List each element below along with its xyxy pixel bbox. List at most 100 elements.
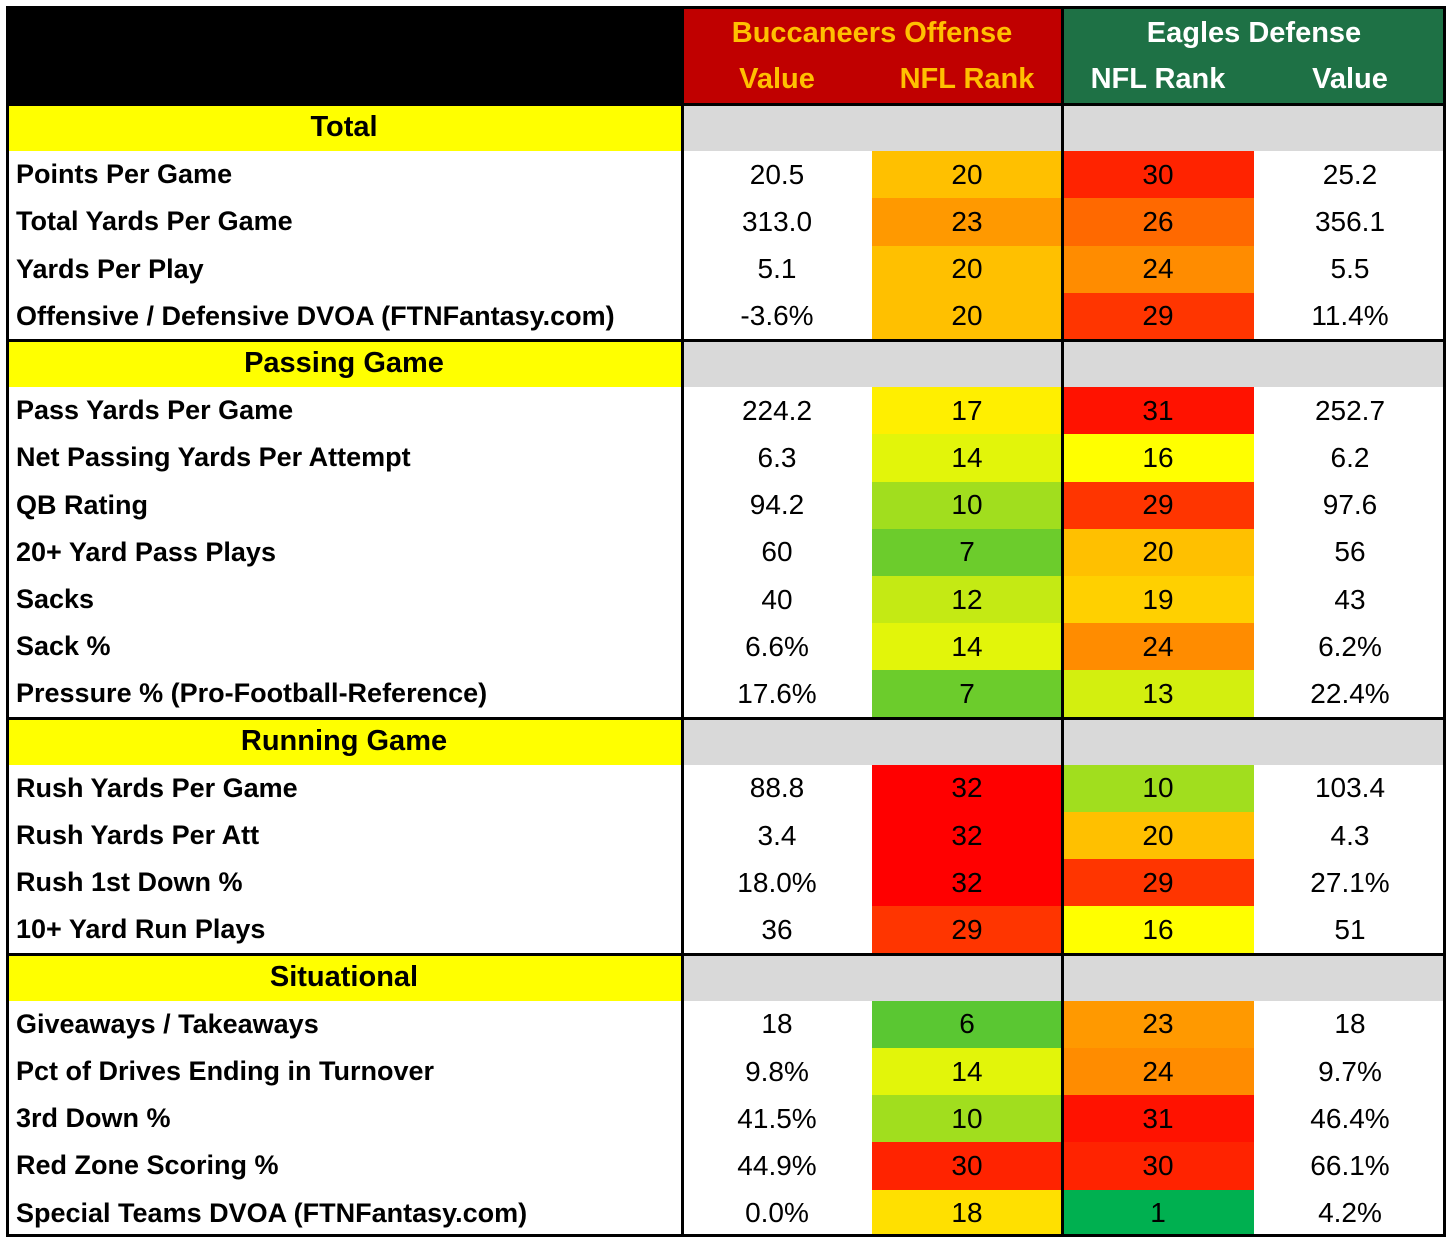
defense-team-header: Eagles Defense — [1062, 6, 1446, 55]
offense-value: 60 — [682, 528, 872, 576]
row-label: Rush Yards Per Game — [6, 764, 682, 812]
border-top — [6, 6, 1446, 9]
row-label: Net Passing Yards Per Attempt — [6, 434, 682, 482]
defense-value: 25.2 — [1254, 151, 1446, 199]
row-label: Sacks — [6, 576, 682, 624]
defense-value: 97.6 — [1254, 481, 1446, 529]
offense-value: -3.6% — [682, 292, 872, 340]
offense-value: 18.0% — [682, 859, 872, 907]
row-label: Sack % — [6, 623, 682, 671]
defense-value: 51 — [1254, 906, 1446, 954]
row-label: Pressure % (Pro-Football-Reference) — [6, 670, 682, 718]
offense-rank: 14 — [872, 623, 1062, 671]
defense-value: 356.1 — [1254, 198, 1446, 246]
section-fill — [682, 717, 1446, 765]
defense-value: 5.5 — [1254, 245, 1446, 293]
defense-rank: 29 — [1062, 859, 1254, 907]
divider-teams — [1061, 6, 1064, 1237]
defense-value: 252.7 — [1254, 387, 1446, 435]
offense-value: 17.6% — [682, 670, 872, 718]
offense-rank: 20 — [872, 292, 1062, 340]
row-label: 10+ Yard Run Plays — [6, 906, 682, 954]
defense-value: 4.3 — [1254, 812, 1446, 860]
row-label: Special Teams DVOA (FTNFantasy.com) — [6, 1189, 682, 1237]
section-border — [6, 952, 1446, 956]
offense-value: 224.2 — [682, 387, 872, 435]
row-label: Giveaways / Takeaways — [6, 1000, 682, 1048]
section-title-total: Total — [6, 104, 682, 152]
defense-rank: 23 — [1062, 1000, 1254, 1048]
offense-rank: 12 — [872, 576, 1062, 624]
row-label: 3rd Down % — [6, 1095, 682, 1143]
offense-rank: 18 — [872, 1189, 1062, 1237]
defense-rank: 24 — [1062, 1048, 1254, 1096]
defense-rank: 30 — [1062, 151, 1254, 199]
offense-value: 313.0 — [682, 198, 872, 246]
section-border — [6, 103, 1446, 106]
row-label: Red Zone Scoring % — [6, 1142, 682, 1190]
offense-rank: 30 — [872, 1142, 1062, 1190]
defense-value: 27.1% — [1254, 859, 1446, 907]
defense-rank: 26 — [1062, 198, 1254, 246]
defense-value: 6.2% — [1254, 623, 1446, 671]
defense-rank: 31 — [1062, 1095, 1254, 1143]
row-label: Rush 1st Down % — [6, 859, 682, 907]
offense-value: 0.0% — [682, 1189, 872, 1237]
offense-rank: 32 — [872, 859, 1062, 907]
offense-value: 3.4 — [682, 812, 872, 860]
defense-value: 22.4% — [1254, 670, 1446, 718]
defense-rank: 16 — [1062, 906, 1254, 954]
offense-rank: 32 — [872, 812, 1062, 860]
defense-value: 6.2 — [1254, 434, 1446, 482]
section-title-situational: Situational — [6, 953, 682, 1001]
offense-rank: 14 — [872, 434, 1062, 482]
section-fill — [682, 340, 1446, 388]
row-label: Offensive / Defensive DVOA (FTNFantasy.c… — [6, 292, 682, 340]
defense-rank: 1 — [1062, 1189, 1254, 1237]
section-fill — [682, 104, 1446, 152]
defense-rank: 29 — [1062, 481, 1254, 529]
offense-rank: 10 — [872, 481, 1062, 529]
section-title-passing-game: Passing Game — [6, 340, 682, 388]
offense-rank: 6 — [872, 1000, 1062, 1048]
offense-value: 36 — [682, 906, 872, 954]
defense-value: 9.7% — [1254, 1048, 1446, 1096]
offense-rank: 20 — [872, 151, 1062, 199]
defense-value: 18 — [1254, 1000, 1446, 1048]
offense-rank: 7 — [872, 528, 1062, 576]
defense-rank: 20 — [1062, 812, 1254, 860]
row-label: Pct of Drives Ending in Turnover — [6, 1048, 682, 1096]
border-left — [6, 6, 9, 1237]
defense-rank: 30 — [1062, 1142, 1254, 1190]
section-border — [6, 339, 1446, 342]
defense-rank: 31 — [1062, 387, 1254, 435]
defense-value-header: Value — [1254, 55, 1446, 104]
offense-rank: 7 — [872, 670, 1062, 718]
offense-rank: 32 — [872, 764, 1062, 812]
header-blank — [6, 6, 682, 104]
defense-value: 4.2% — [1254, 1189, 1446, 1237]
defense-value: 43 — [1254, 576, 1446, 624]
defense-rank: 20 — [1062, 528, 1254, 576]
offense-value: 44.9% — [682, 1142, 872, 1190]
defense-rank: 16 — [1062, 434, 1254, 482]
defense-rank: 19 — [1062, 576, 1254, 624]
matchup-stats-table: Buccaneers Offense Value NFL Rank Eagles… — [6, 6, 1446, 1247]
offense-value: 6.3 — [682, 434, 872, 482]
defense-rank: 13 — [1062, 670, 1254, 718]
defense-rank: 24 — [1062, 245, 1254, 293]
divider-label — [681, 6, 684, 1237]
offense-rank: 29 — [872, 906, 1062, 954]
row-label: QB Rating — [6, 481, 682, 529]
section-fill — [682, 953, 1446, 1001]
defense-rank: 10 — [1062, 764, 1254, 812]
offense-team-header: Buccaneers Offense — [682, 6, 1062, 55]
row-label: Rush Yards Per Att — [6, 812, 682, 860]
offense-rank: 23 — [872, 198, 1062, 246]
offense-value: 20.5 — [682, 151, 872, 199]
row-label: Yards Per Play — [6, 245, 682, 293]
offense-value: 41.5% — [682, 1095, 872, 1143]
offense-rank: 20 — [872, 245, 1062, 293]
offense-rank-header: NFL Rank — [872, 55, 1062, 104]
offense-value: 40 — [682, 576, 872, 624]
